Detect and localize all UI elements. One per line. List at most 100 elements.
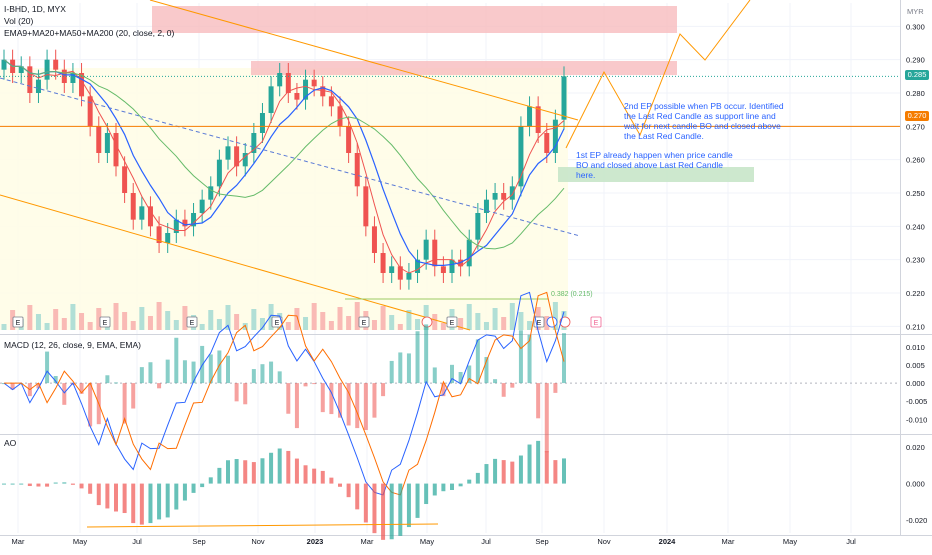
volume-bar [397, 324, 403, 330]
symbol-legend[interactable]: I-BHD, 1D, MYX [4, 4, 66, 14]
ao-bar [389, 483, 394, 540]
ao-bar [114, 483, 118, 512]
macd-histogram-bar [139, 367, 144, 384]
macd-histogram-bar [355, 383, 360, 429]
candle-body [328, 96, 334, 107]
macd-histogram-bar [105, 375, 110, 384]
ao-bar [148, 483, 153, 524]
candle-body [544, 133, 550, 153]
ao-bar [234, 459, 239, 484]
volume-bar [251, 309, 257, 330]
volume-bar [354, 302, 360, 330]
upcoming-earnings-label: E [594, 320, 599, 327]
macd-histogram-bar [312, 383, 317, 385]
volume-bar [70, 304, 76, 330]
candle-body [79, 73, 85, 97]
macd-histogram-bar [450, 364, 454, 384]
volume-bar [320, 312, 326, 330]
ao-legend[interactable]: AO [4, 438, 17, 448]
macd-signal-line [4, 291, 565, 496]
volume-bar [303, 317, 309, 330]
x-tick-label: Nov [597, 537, 611, 546]
x-tick-label: Jul [132, 537, 142, 546]
annotation-2nd-ep: 2nd EP possible when PB occur. Identifie… [624, 101, 784, 141]
ao-bar [294, 458, 299, 484]
earnings-marker [12, 316, 24, 328]
volume-bar [156, 302, 162, 330]
candle-body [483, 199, 489, 213]
volume-bar [1, 324, 7, 330]
ao-bar [70, 483, 75, 485]
macd-histogram-bar [36, 383, 41, 389]
macd-histogram-bar [346, 383, 351, 426]
ma50-line [3, 59, 565, 250]
macd-histogram-bar [294, 383, 299, 429]
x-tick-label: Mar [12, 537, 25, 546]
ao-tick-label: 0.020 [906, 443, 925, 452]
ao-bar [363, 483, 368, 523]
macd-histogram-bar [458, 372, 463, 384]
ao-bar [338, 483, 342, 487]
candle-body [440, 266, 446, 273]
macd-histogram-bar [562, 333, 566, 384]
candle-body [27, 66, 33, 93]
earnings-marker-label: E [190, 320, 195, 327]
earnings-marker [358, 316, 370, 328]
x-tick-label: May [783, 537, 797, 546]
macd-histogram-bar [467, 365, 472, 384]
ao-bar [208, 477, 213, 484]
candle-body [509, 186, 515, 200]
x-tick-label: 2023 [307, 537, 324, 546]
price-tick-label: 0.210 [906, 322, 925, 331]
ao-bar [415, 483, 420, 518]
ao-bar [260, 458, 265, 484]
macd-legend[interactable]: MACD (12, 26, close, 9, EMA, EMA) [4, 340, 141, 350]
macd-histogram-bar [415, 331, 420, 384]
candle-body [311, 79, 317, 87]
ao-bar [303, 465, 308, 484]
macd-histogram-bar [269, 361, 274, 384]
price-tick-label: 0.290 [906, 56, 925, 65]
macd-line [3, 291, 565, 496]
resistance-zone-top [152, 6, 677, 33]
macd-histogram-bar [45, 351, 50, 384]
candle-body [70, 73, 76, 83]
candle-body [199, 199, 205, 213]
ma20-line [3, 59, 565, 266]
macd-histogram-bar [320, 383, 325, 413]
ao-bar [406, 483, 411, 528]
candle-body [53, 59, 59, 70]
macd-histogram-bar [372, 383, 377, 418]
price-tick-label: 0.300 [906, 22, 925, 31]
macd-histogram-bar [114, 382, 118, 384]
macd-tick-label: 0.005 [906, 361, 925, 370]
macd-histogram-bar [157, 383, 162, 389]
candle-body [113, 133, 119, 167]
candle-body [449, 259, 455, 273]
macd-tick-label: 0.010 [906, 343, 925, 352]
candle-body [466, 239, 472, 267]
candle-body [87, 96, 93, 127]
ao-bar [286, 450, 291, 484]
volume-bar [483, 322, 489, 330]
ao-bar [226, 460, 230, 484]
ao-bar [96, 483, 101, 506]
ao-bar [398, 483, 403, 536]
candle-body [277, 73, 283, 87]
ao-bar [251, 462, 256, 484]
volume-legend[interactable]: Vol (20) [4, 16, 34, 26]
macd-histogram-bar [165, 359, 170, 384]
macd-histogram-bar [329, 383, 334, 415]
ema-ma-legend[interactable]: EMA9+MA20+MA50+MA200 (20, close, 2, 0) [4, 28, 175, 38]
candle-body [216, 159, 222, 187]
candle-body [61, 69, 67, 83]
volume-bar [268, 304, 274, 330]
macd-histogram-bar [243, 383, 248, 405]
candle-body [397, 266, 403, 280]
ao-bar [36, 483, 41, 487]
price-tick-label: 0.240 [906, 222, 925, 231]
ao-bar [182, 483, 187, 501]
volume-bar [53, 309, 59, 330]
candle-body [552, 119, 558, 153]
